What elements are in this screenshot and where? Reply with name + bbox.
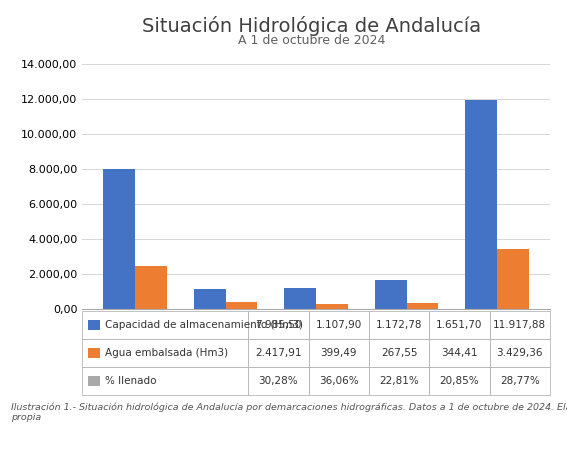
Bar bbox=[369, 311, 429, 339]
Bar bbox=[490, 311, 550, 339]
Text: A 1 de octubre de 2024: A 1 de octubre de 2024 bbox=[238, 34, 386, 47]
Bar bbox=[82, 339, 248, 367]
Bar bbox=[308, 311, 369, 339]
Text: 3.429,36: 3.429,36 bbox=[497, 348, 543, 358]
Text: 267,55: 267,55 bbox=[381, 348, 417, 358]
Text: Ilustración 1.- Situación hidrológica de Andalucía por demarcaciones hidrográfic: Ilustración 1.- Situación hidrológica de… bbox=[11, 402, 567, 422]
Text: 36,06%: 36,06% bbox=[319, 376, 358, 386]
Text: 20,85%: 20,85% bbox=[439, 376, 479, 386]
Bar bbox=[226, 302, 257, 309]
Bar bbox=[248, 311, 308, 339]
Text: Agua embalsada (Hm3): Agua embalsada (Hm3) bbox=[105, 348, 229, 358]
Bar bbox=[407, 303, 438, 309]
Bar bbox=[490, 367, 550, 395]
Bar bbox=[285, 288, 316, 309]
Text: 344,41: 344,41 bbox=[441, 348, 478, 358]
Bar bbox=[429, 339, 490, 367]
Bar bbox=[88, 320, 100, 331]
Text: 7.985,50: 7.985,50 bbox=[255, 320, 302, 330]
Text: 1.172,78: 1.172,78 bbox=[376, 320, 422, 330]
Bar bbox=[429, 311, 490, 339]
Bar bbox=[103, 169, 135, 309]
Bar bbox=[248, 339, 308, 367]
Text: 28,77%: 28,77% bbox=[500, 376, 540, 386]
Bar bbox=[497, 249, 529, 309]
Bar bbox=[369, 339, 429, 367]
Bar bbox=[308, 339, 369, 367]
Bar bbox=[375, 280, 407, 309]
Bar bbox=[490, 339, 550, 367]
Bar bbox=[135, 266, 167, 309]
Bar bbox=[194, 289, 226, 309]
Text: % llenado: % llenado bbox=[105, 376, 156, 386]
Bar bbox=[466, 100, 497, 309]
Text: Capacidad de almacenamiento (Hm3): Capacidad de almacenamiento (Hm3) bbox=[105, 320, 303, 330]
Text: 1.107,90: 1.107,90 bbox=[316, 320, 362, 330]
Bar bbox=[82, 367, 248, 395]
Text: 1.651,70: 1.651,70 bbox=[436, 320, 483, 330]
Text: 399,49: 399,49 bbox=[320, 348, 357, 358]
Bar bbox=[308, 367, 369, 395]
Bar bbox=[429, 367, 490, 395]
Bar bbox=[82, 311, 248, 339]
Bar bbox=[369, 367, 429, 395]
Text: 22,81%: 22,81% bbox=[379, 376, 419, 386]
Text: Situación Hidrológica de Andalucía: Situación Hidrológica de Andalucía bbox=[142, 16, 481, 36]
Text: 30,28%: 30,28% bbox=[259, 376, 298, 386]
Bar bbox=[88, 375, 100, 386]
Text: 11.917,88: 11.917,88 bbox=[493, 320, 547, 330]
Bar bbox=[88, 347, 100, 359]
Bar bbox=[248, 367, 308, 395]
Text: 2.417,91: 2.417,91 bbox=[255, 348, 302, 358]
Bar bbox=[316, 304, 348, 309]
